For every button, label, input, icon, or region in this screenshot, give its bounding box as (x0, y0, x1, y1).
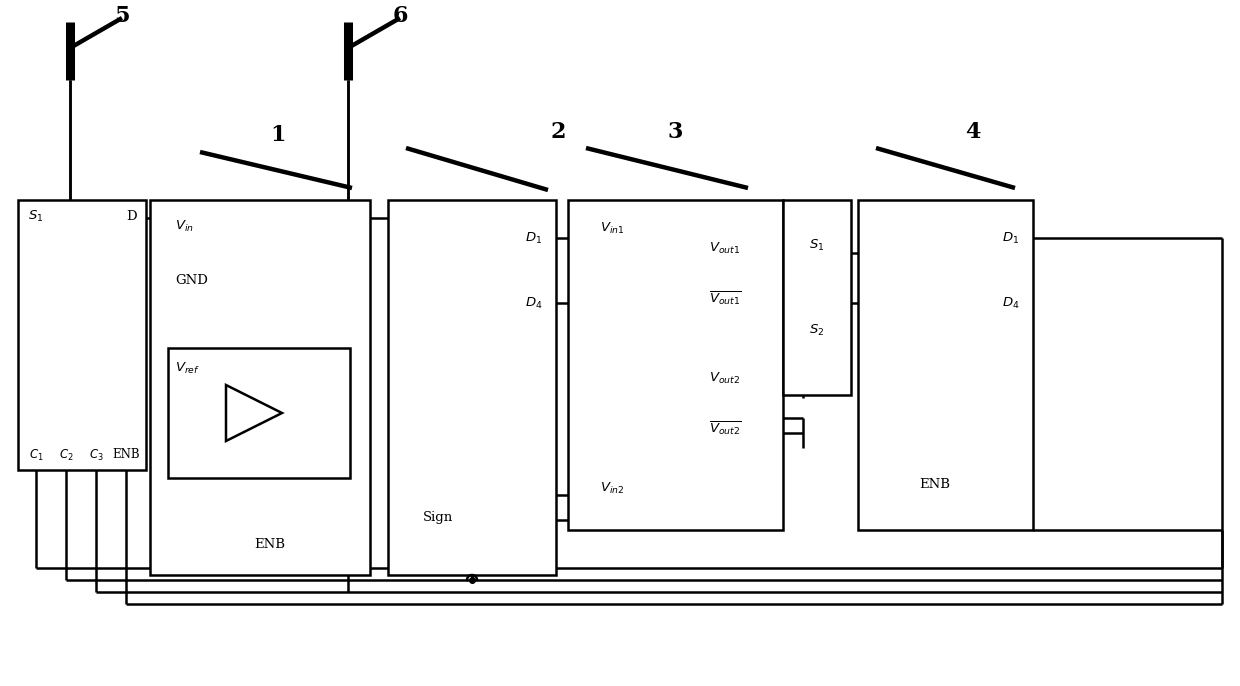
Text: $S_1$: $S_1$ (810, 237, 825, 252)
Text: $D_4$: $D_4$ (1002, 296, 1019, 311)
Text: D: D (126, 209, 138, 222)
Bar (150, 200, 370, 575)
Text: $C_3$: $C_3$ (88, 447, 103, 462)
Text: 2: 2 (551, 121, 565, 143)
Text: $D_1$: $D_1$ (526, 230, 543, 246)
Text: 5: 5 (114, 5, 130, 27)
Text: ENB: ENB (254, 539, 285, 552)
Text: $\overline{V_{out2}}$: $\overline{V_{out2}}$ (709, 419, 742, 437)
Bar (167, 348, 350, 478)
Text: $C_2$: $C_2$ (58, 447, 73, 462)
Text: ENB: ENB (920, 479, 951, 491)
Text: 6: 6 (392, 5, 408, 27)
Text: $V_{in}$: $V_{in}$ (175, 218, 193, 233)
Text: $\overline{V_{out1}}$: $\overline{V_{out1}}$ (709, 289, 742, 307)
Bar (388, 200, 556, 575)
Text: 3: 3 (667, 121, 683, 143)
Text: $V_{ref}$: $V_{ref}$ (175, 360, 200, 375)
Text: $S_2$: $S_2$ (810, 322, 825, 338)
Bar (782, 200, 851, 395)
Bar (858, 200, 1033, 530)
Text: $C_1$: $C_1$ (29, 447, 43, 462)
Text: 4: 4 (965, 121, 981, 143)
Text: $V_{in2}$: $V_{in2}$ (600, 480, 625, 495)
Text: 1: 1 (270, 124, 285, 146)
Text: $S_1$: $S_1$ (29, 209, 43, 224)
Text: ENB: ENB (112, 449, 140, 462)
Text: $V_{out2}$: $V_{out2}$ (709, 370, 740, 386)
Text: GND: GND (175, 274, 208, 287)
Bar (568, 200, 782, 530)
Text: $V_{in1}$: $V_{in1}$ (600, 220, 625, 235)
Text: $D_4$: $D_4$ (526, 296, 543, 311)
Text: $V_{out1}$: $V_{out1}$ (709, 241, 740, 256)
Text: Sign: Sign (423, 510, 453, 523)
Bar (19, 200, 146, 470)
Text: $D_1$: $D_1$ (1002, 230, 1019, 246)
Polygon shape (226, 385, 281, 441)
